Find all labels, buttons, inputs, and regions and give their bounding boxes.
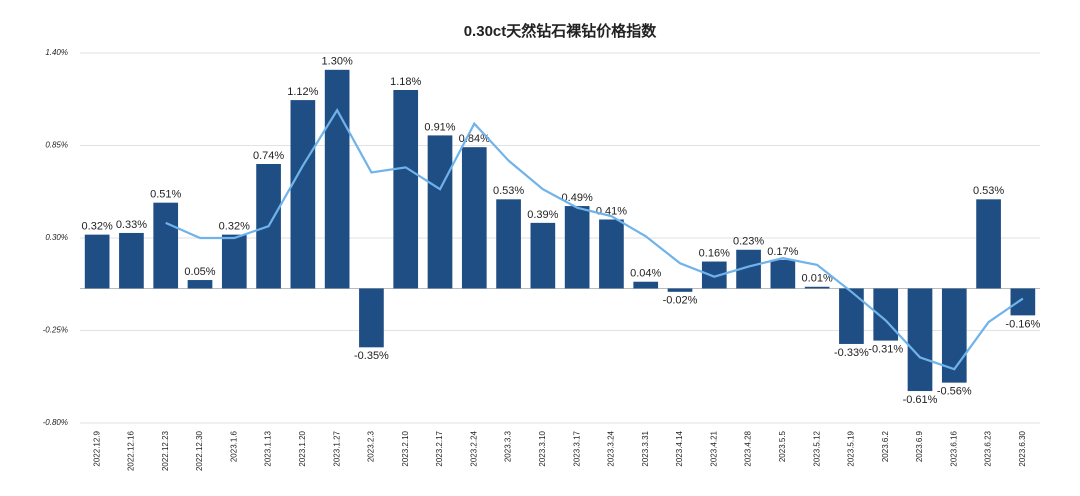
data-label: -0.35%	[354, 350, 389, 362]
data-label: 0.33%	[116, 219, 147, 231]
data-label: 0.32%	[219, 221, 250, 233]
data-label: -0.61%	[903, 394, 938, 406]
x-tick-label: 2023.4.28	[744, 430, 753, 466]
x-tick-label: 2022.12.30	[195, 430, 204, 471]
data-label: -0.16%	[1005, 318, 1040, 330]
x-tick-label: 2023.6.2	[881, 430, 890, 462]
bar	[804, 286, 830, 289]
x-tick-label: 2023.3.31	[641, 430, 650, 466]
x-tick-label: 2023.4.14	[675, 430, 684, 466]
trend-line	[165, 108, 1024, 371]
y-tick-label: -0.80%	[43, 418, 68, 427]
x-tick-label: 2023.2.24	[469, 430, 478, 466]
data-label: 0.74%	[253, 150, 284, 162]
data-label: 0.91%	[424, 121, 455, 133]
y-tick-label: 0.30%	[45, 233, 68, 242]
x-tick-label: 2023.1.13	[264, 430, 273, 466]
data-label: 0.23%	[733, 236, 764, 248]
data-label: 0.53%	[973, 185, 1004, 197]
x-tick-label: 2023.1.20	[298, 430, 307, 466]
data-label: 0.51%	[150, 189, 181, 201]
bar	[427, 135, 453, 289]
bar	[393, 90, 419, 289]
x-tick-label: 2023.6.9	[915, 430, 924, 462]
y-tick-label: 0.85%	[45, 141, 68, 150]
data-label: 0.04%	[630, 268, 661, 280]
bar	[324, 69, 350, 289]
bar	[153, 202, 179, 289]
x-tick-label: 2023.6.30	[1018, 430, 1027, 466]
data-label: 1.30%	[322, 56, 353, 68]
bar	[976, 199, 1001, 289]
x-tick-label: 2023.3.3	[504, 430, 513, 462]
data-label: 1.18%	[390, 76, 421, 88]
data-label: 0.16%	[699, 247, 730, 259]
bar	[1010, 288, 1036, 316]
bar	[461, 147, 487, 289]
x-tick-label: 2023.4.21	[709, 430, 718, 466]
data-label: 1.12%	[287, 86, 318, 98]
data-label: 0.39%	[527, 209, 558, 221]
x-tick-label: 2023.3.24	[607, 430, 616, 466]
y-tick-label: -0.25%	[43, 326, 68, 335]
bar	[667, 288, 693, 292]
bar	[839, 288, 864, 344]
bar	[530, 222, 556, 289]
x-tick-label: 2023.3.17	[572, 430, 581, 466]
data-label: 0.32%	[82, 221, 113, 233]
bar	[187, 280, 213, 289]
x-tick-label: 2023.5.19	[847, 430, 856, 466]
bar	[221, 234, 247, 289]
data-label: 0.01%	[802, 273, 833, 285]
x-tick-label: 2022.12.23	[161, 430, 170, 471]
bar	[84, 234, 110, 289]
y-tick-label: 1.40%	[45, 48, 68, 57]
x-tick-label: 2023.3.10	[538, 430, 547, 466]
bar	[770, 259, 796, 289]
x-tick-label: 2023.5.12	[812, 430, 821, 466]
data-label: 0.53%	[493, 185, 524, 197]
bar	[119, 232, 144, 289]
data-label: 0.49%	[562, 192, 593, 204]
data-label: 0.17%	[767, 246, 798, 258]
bar	[496, 199, 521, 289]
x-tick-label: 2023.1.27	[332, 430, 341, 466]
bar	[907, 288, 933, 392]
x-tick-label: 2023.2.17	[435, 430, 444, 466]
x-tick-label: 2023.5.5	[778, 430, 787, 462]
x-tick-label: 2022.12.16	[127, 430, 136, 471]
chart-title: 0.30ct天然钻石裸钻价格指数	[464, 22, 658, 40]
bar	[633, 281, 659, 289]
x-tick-label: 2023.6.16	[949, 430, 958, 466]
x-tick-label: 2022.12.9	[92, 430, 101, 466]
x-tick-label: 2023.2.10	[401, 430, 410, 466]
bar	[564, 206, 590, 289]
data-label: -0.33%	[834, 347, 869, 359]
data-label: 0.05%	[184, 266, 215, 278]
data-label: -0.31%	[868, 343, 903, 355]
x-tick-label: 2023.1.6	[229, 430, 238, 462]
data-label: -0.02%	[663, 295, 698, 307]
bar	[359, 288, 384, 348]
bar	[290, 100, 316, 289]
x-tick-label: 2023.6.23	[984, 430, 993, 466]
data-label: -0.56%	[937, 386, 972, 398]
x-tick-label: 2023.2.3	[367, 430, 376, 462]
bar	[599, 219, 624, 289]
